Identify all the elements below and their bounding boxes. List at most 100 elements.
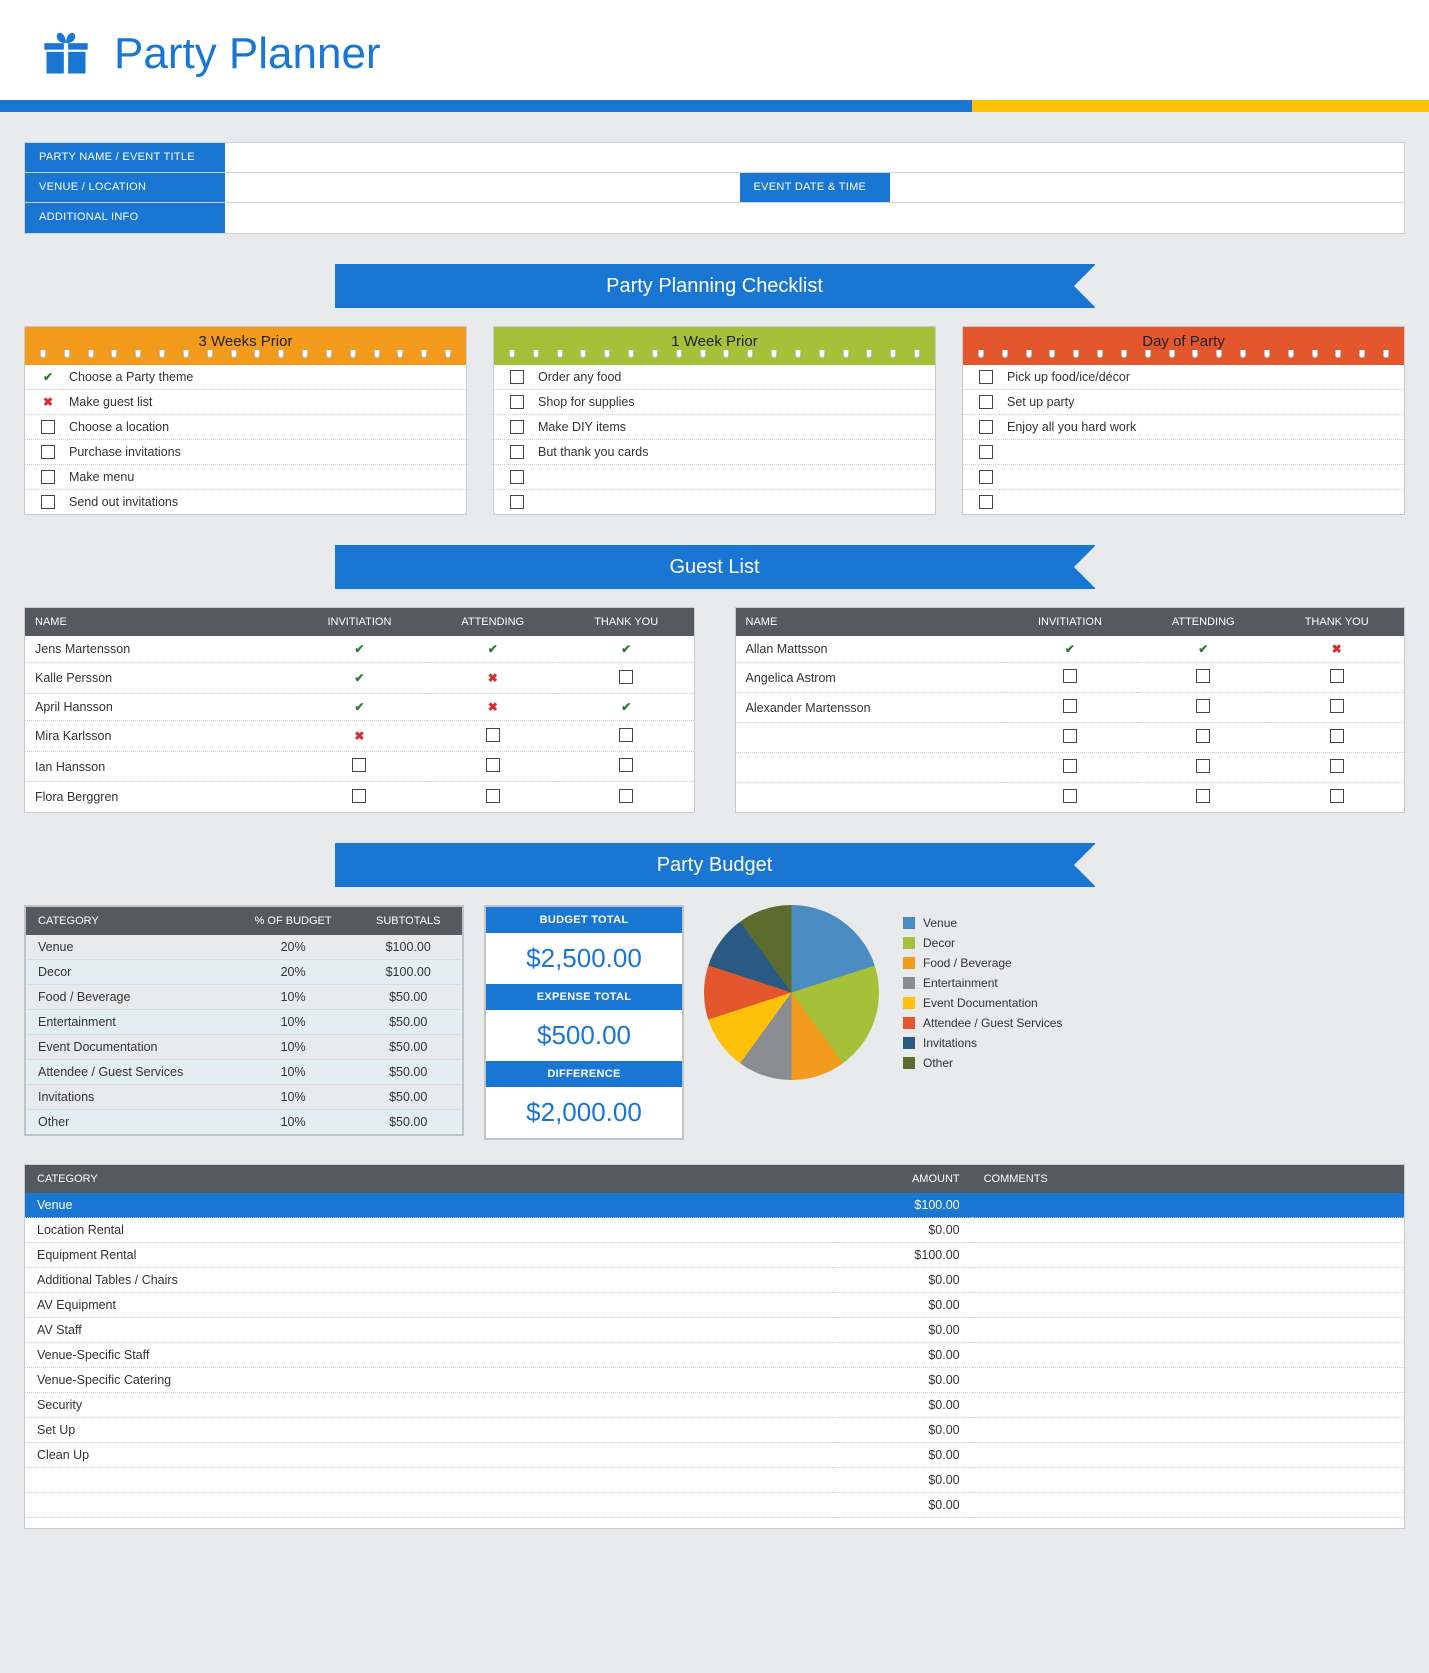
cross-icon: ✖ bbox=[352, 729, 366, 743]
checkbox-icon[interactable] bbox=[619, 670, 633, 684]
budget-row: Other10%$50.00 bbox=[25, 1110, 463, 1136]
checkbox-icon[interactable] bbox=[979, 495, 993, 509]
checkbox-icon[interactable] bbox=[979, 445, 993, 459]
checkbox-icon[interactable] bbox=[1330, 729, 1344, 743]
checkbox-icon[interactable] bbox=[619, 789, 633, 803]
expense-name bbox=[25, 1493, 832, 1518]
checkbox-icon[interactable] bbox=[1330, 699, 1344, 713]
checkbox-icon[interactable] bbox=[1063, 789, 1077, 803]
guest-row bbox=[735, 753, 1405, 783]
expense-comment[interactable] bbox=[972, 1493, 1405, 1518]
check-icon: ✔ bbox=[352, 642, 366, 656]
budget-ribbon: Party Budget bbox=[335, 843, 1095, 887]
checkbox-icon[interactable] bbox=[486, 728, 500, 742]
field-party-name[interactable] bbox=[225, 143, 1404, 172]
checkbox-icon[interactable] bbox=[1063, 699, 1077, 713]
budget-pct: 20% bbox=[232, 960, 355, 985]
checkbox-icon[interactable] bbox=[1063, 759, 1077, 773]
expense-comment[interactable] bbox=[972, 1443, 1405, 1468]
guest-row: Allan Mattsson✔✔✖ bbox=[735, 636, 1405, 663]
checkbox-icon[interactable] bbox=[1196, 699, 1210, 713]
expense-total-label: EXPENSE TOTAL bbox=[486, 984, 682, 1010]
checkbox-icon[interactable] bbox=[1196, 669, 1210, 683]
budget-cat: Decor bbox=[25, 960, 232, 985]
expense-col-header: AMOUNT bbox=[832, 1165, 972, 1194]
checklist-item-text: Shop for supplies bbox=[538, 395, 635, 409]
checkbox-icon[interactable] bbox=[486, 789, 500, 803]
checkbox-icon[interactable] bbox=[619, 758, 633, 772]
expense-name: Clean Up bbox=[25, 1443, 832, 1468]
budget-pct: 10% bbox=[232, 1035, 355, 1060]
checkbox-icon[interactable] bbox=[510, 445, 524, 459]
budget-total-label: BUDGET TOTAL bbox=[486, 907, 682, 933]
checkbox-icon[interactable] bbox=[979, 420, 993, 434]
checkbox-icon[interactable] bbox=[1063, 669, 1077, 683]
checkbox-icon[interactable] bbox=[510, 370, 524, 384]
expense-comment[interactable] bbox=[972, 1418, 1405, 1443]
expense-comment[interactable] bbox=[972, 1518, 1405, 1529]
budget-col-header: SUBTOTALS bbox=[354, 906, 463, 935]
field-additional[interactable] bbox=[225, 203, 1404, 233]
event-info-box: PARTY NAME / EVENT TITLE VENUE / LOCATIO… bbox=[24, 142, 1405, 234]
checkbox-icon[interactable] bbox=[41, 420, 55, 434]
expense-amount: $0.00 bbox=[832, 1343, 972, 1368]
checkbox-icon[interactable] bbox=[486, 758, 500, 772]
guest-row: Mira Karlsson✖ bbox=[25, 721, 695, 752]
expense-comment[interactable] bbox=[972, 1318, 1405, 1343]
checkbox-icon[interactable] bbox=[1196, 789, 1210, 803]
legend-label: Food / Beverage bbox=[923, 956, 1012, 970]
expense-comment[interactable] bbox=[972, 1343, 1405, 1368]
checkbox-icon[interactable] bbox=[510, 420, 524, 434]
legend-item: Entertainment bbox=[903, 973, 1062, 993]
guest-col-header: THANK YOU bbox=[559, 608, 694, 637]
budget-col-header: % OF BUDGET bbox=[232, 906, 355, 935]
budget-row: Entertainment10%$50.00 bbox=[25, 1010, 463, 1035]
checkbox-icon[interactable] bbox=[510, 470, 524, 484]
checkbox-icon[interactable] bbox=[352, 789, 366, 803]
expense-section-name: Venue bbox=[25, 1193, 832, 1218]
expense-name: Venue-Specific Staff bbox=[25, 1343, 832, 1368]
budget-sub: $50.00 bbox=[354, 1035, 463, 1060]
field-venue[interactable] bbox=[225, 173, 740, 202]
checkbox-icon[interactable] bbox=[979, 395, 993, 409]
legend-swatch bbox=[903, 1057, 915, 1069]
checkbox-icon[interactable] bbox=[41, 445, 55, 459]
checkbox-icon[interactable] bbox=[979, 470, 993, 484]
checkbox-icon[interactable] bbox=[1196, 729, 1210, 743]
checkbox-icon[interactable] bbox=[1063, 729, 1077, 743]
checklist-item: Shop for supplies bbox=[494, 390, 935, 415]
field-event-date[interactable] bbox=[890, 173, 1405, 202]
budget-row: Venue20%$100.00 bbox=[25, 935, 463, 960]
checklist-ribbon: Party Planning Checklist bbox=[335, 264, 1095, 308]
checkbox-icon[interactable] bbox=[352, 758, 366, 772]
checkbox-icon[interactable] bbox=[41, 470, 55, 484]
expense-comment[interactable] bbox=[972, 1268, 1405, 1293]
expense-comment[interactable] bbox=[972, 1218, 1405, 1243]
budget-sub: $50.00 bbox=[354, 1060, 463, 1085]
expense-comment[interactable] bbox=[972, 1393, 1405, 1418]
guest-row: April Hansson✔✖✔ bbox=[25, 693, 695, 720]
checkbox-icon[interactable] bbox=[510, 495, 524, 509]
expense-comment[interactable] bbox=[972, 1368, 1405, 1393]
expense-row: Venue-Specific Catering$0.00 bbox=[25, 1368, 1405, 1393]
checkbox-icon[interactable] bbox=[1330, 789, 1344, 803]
checklist-card: Day of PartyPick up food/ice/décorSet up… bbox=[962, 326, 1405, 515]
guest-name bbox=[735, 783, 1003, 813]
legend-swatch bbox=[903, 1037, 915, 1049]
check-icon: ✔ bbox=[619, 642, 633, 656]
expense-row: Set Up$0.00 bbox=[25, 1418, 1405, 1443]
expense-comment[interactable] bbox=[972, 1468, 1405, 1493]
label-venue: VENUE / LOCATION bbox=[25, 173, 225, 202]
expense-comment[interactable] bbox=[972, 1293, 1405, 1318]
checkbox-icon[interactable] bbox=[1196, 759, 1210, 773]
checkbox-icon[interactable] bbox=[619, 728, 633, 742]
checkbox-icon[interactable] bbox=[1330, 669, 1344, 683]
expense-row: AV Equipment$0.00 bbox=[25, 1293, 1405, 1318]
checkbox-icon[interactable] bbox=[41, 495, 55, 509]
checkbox-icon[interactable] bbox=[1330, 759, 1344, 773]
cross-icon: ✖ bbox=[486, 671, 500, 685]
checkbox-icon[interactable] bbox=[979, 370, 993, 384]
checkbox-icon[interactable] bbox=[510, 395, 524, 409]
guest-name: Jens Martensson bbox=[25, 636, 293, 663]
expense-comment[interactable] bbox=[972, 1243, 1405, 1268]
